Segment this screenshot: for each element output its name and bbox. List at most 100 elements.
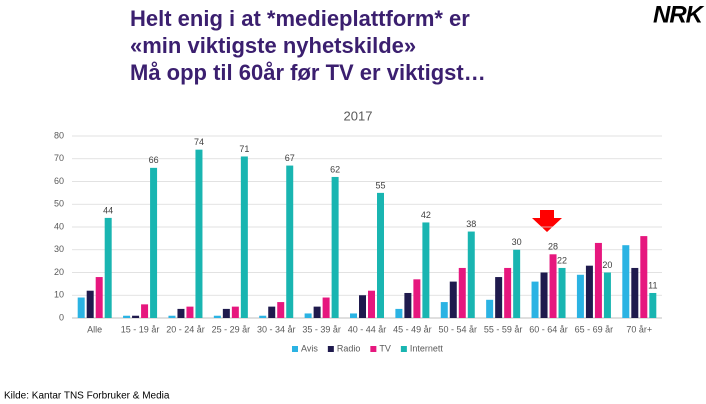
y-tick-label: 10	[54, 290, 64, 300]
x-tick-label: 50 - 54 år	[439, 324, 478, 334]
bar	[359, 295, 366, 318]
title-line: Helt enig i at *medieplattform* er	[130, 6, 470, 31]
data-label: 67	[285, 153, 295, 163]
bar	[350, 313, 357, 318]
bar	[513, 249, 521, 318]
bar	[594, 242, 602, 318]
bar	[377, 192, 384, 318]
x-tick-label: 25 - 29 år	[212, 324, 251, 334]
legend-label: Avis	[301, 343, 318, 353]
bar	[449, 281, 457, 318]
data-label: 42	[421, 210, 431, 220]
bar	[631, 267, 639, 318]
bar	[268, 306, 276, 318]
bar	[213, 315, 221, 318]
y-tick-label: 40	[54, 221, 64, 231]
bar	[404, 292, 412, 318]
bar	[231, 306, 239, 318]
bar	[576, 274, 584, 318]
bar	[467, 231, 475, 318]
bar	[622, 245, 630, 318]
bar	[177, 308, 185, 318]
y-tick-label: 0	[59, 312, 64, 322]
logo: NRK	[653, 1, 705, 28]
bar	[368, 290, 375, 318]
source: Kilde: Kantar TNS Forbruker & Media	[4, 391, 170, 402]
legend-swatch	[292, 346, 298, 352]
x-tick-label: 15 - 19 år	[121, 324, 160, 334]
data-label: 71	[239, 144, 249, 154]
bar	[531, 281, 539, 318]
legend-swatch	[327, 346, 334, 352]
data-label: 30	[512, 237, 522, 247]
bar	[77, 297, 85, 318]
data-label: 38	[466, 219, 476, 229]
data-label: 44	[103, 205, 113, 215]
x-tick-label: 55 - 59 år	[484, 324, 523, 334]
bar	[486, 299, 494, 318]
bar	[313, 306, 321, 318]
legend-swatch	[400, 346, 407, 352]
bar	[495, 277, 503, 318]
data-label: 28	[548, 242, 558, 252]
data-label: 74	[194, 137, 204, 147]
bar	[150, 167, 158, 318]
bar	[540, 272, 548, 318]
bar	[86, 290, 94, 318]
y-tick-label: 30	[54, 244, 64, 254]
y-tick-label: 50	[54, 199, 64, 209]
y-tick-label: 20	[54, 267, 64, 277]
x-tick-label: 65 - 69 år	[575, 324, 614, 334]
legend-label: Internett	[410, 343, 444, 353]
legend-label: Radio	[337, 343, 361, 353]
x-tick-label: 20 - 24 år	[166, 324, 205, 334]
bar	[422, 222, 430, 318]
bar	[549, 254, 557, 318]
bar	[132, 315, 140, 318]
arrow	[532, 210, 562, 232]
data-label: 20	[602, 260, 612, 270]
title-line: Må opp til 60år før TV er viktigst…	[130, 60, 486, 85]
data-label: 11	[648, 280, 657, 290]
bar	[413, 279, 421, 318]
bar	[95, 277, 103, 318]
bar	[458, 267, 466, 318]
bar	[104, 217, 112, 318]
bar	[141, 304, 149, 318]
bar	[222, 308, 230, 318]
bar	[304, 313, 312, 318]
bar	[504, 267, 512, 318]
data-label: 62	[330, 164, 340, 174]
x-tick-label: 30 - 34 år	[257, 324, 296, 334]
x-tick-label: Alle	[87, 324, 102, 334]
x-tick-label: 35 - 39 år	[302, 324, 341, 334]
legend-swatch	[370, 346, 377, 352]
data-label: 66	[149, 155, 159, 165]
bar	[259, 315, 267, 318]
bar	[331, 176, 339, 318]
chart-title: 2017	[344, 108, 373, 123]
bar	[286, 165, 294, 318]
x-tick-label: 45 - 49 år	[393, 324, 432, 334]
bar	[322, 297, 330, 318]
bar	[123, 315, 131, 318]
y-tick-label: 80	[54, 130, 64, 140]
data-label: 22	[557, 255, 567, 265]
legend-label: TV	[379, 343, 391, 353]
x-tick-label: 40 - 44 år	[348, 324, 387, 334]
bar	[168, 315, 176, 318]
bar	[558, 267, 566, 318]
bar	[585, 265, 593, 318]
bar	[186, 306, 194, 318]
title-line: «min viktigste nyhetskilde»	[130, 33, 416, 58]
x-tick-label: 70 år+	[626, 324, 652, 334]
bar	[277, 302, 285, 318]
x-tick-label: 60 - 64 år	[529, 324, 568, 334]
bar	[440, 302, 448, 318]
bar	[640, 236, 648, 318]
y-tick-label: 60	[54, 176, 64, 186]
bar	[240, 156, 248, 318]
bar	[395, 308, 403, 318]
data-label: 55	[375, 180, 385, 190]
